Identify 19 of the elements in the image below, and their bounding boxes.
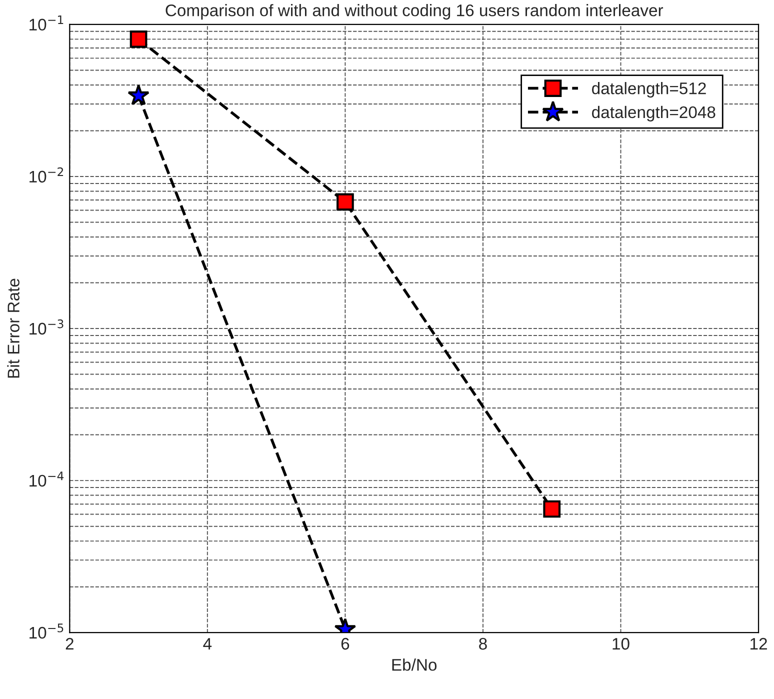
x-tick-label: 8 — [479, 638, 487, 650]
chart-title: Comparison of with and without coding 16 users random interleaver — [166, 4, 664, 20]
x-tick-label: 2 — [66, 638, 74, 650]
y-tick-label: 10$^{−3}$ — [30, 319, 64, 335]
y-tick-label: 10$^{−4}$ — [30, 472, 64, 487]
x-tick-label: 12 — [750, 638, 767, 650]
y-axis-title: Bit Error Rate — [7, 278, 20, 378]
x-tick-label: 10 — [612, 638, 630, 650]
y-tick-label: 10$^{−5}$ — [30, 624, 64, 639]
point — [128, 84, 150, 106]
y-tick-label: 10$^{−1}$ — [30, 16, 64, 31]
y-tick-label: 10$^{−2}$ — [30, 167, 64, 183]
legend-label: datalength=2048 — [592, 106, 716, 122]
x-tick-label: 6 — [341, 638, 350, 650]
x-tick-label: 4 — [203, 638, 212, 650]
x-axis-title: Eb/No — [392, 658, 437, 671]
point — [336, 193, 354, 211]
point — [130, 30, 148, 48]
legend-label: datalength=512 — [592, 82, 706, 98]
